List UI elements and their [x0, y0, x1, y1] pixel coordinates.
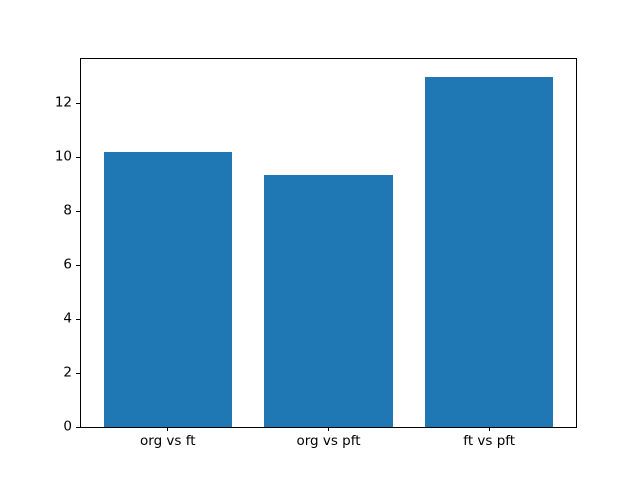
x-tick-label-org-vs-pft: org vs pft [296, 433, 361, 449]
y-tick-0 [76, 426, 80, 428]
y-tick-12 [76, 102, 80, 104]
y-tick-6 [76, 264, 80, 266]
x-tick-label-org-vs-ft: org vs ft [140, 433, 196, 449]
y-tick-10 [76, 156, 80, 158]
y-tick-2 [76, 372, 80, 374]
bar-ft-vs-pft [424, 76, 554, 427]
y-tick-label-12: 12 [54, 94, 72, 111]
x-tick-org-vs-pft [328, 427, 329, 431]
x-tick-ft-vs-pft [488, 427, 490, 431]
plot-area: org vs ft org vs pft ft vs pft 0 2 4 6 8 10 12 [55, 58, 577, 448]
x-tick-org-vs-ft [167, 427, 169, 431]
bar-org-vs-ft [103, 152, 233, 427]
y-tick-label-0: 0 [63, 418, 72, 435]
y-tick-8 [76, 210, 80, 212]
y-tick-label-6: 6 [63, 256, 72, 273]
y-tick-label-4: 4 [63, 310, 72, 327]
y-tick-label-2: 2 [63, 364, 72, 381]
y-tick-4 [76, 318, 80, 320]
bar-org-vs-pft [264, 174, 393, 427]
y-tick-label-8: 8 [63, 202, 72, 219]
y-tick-label-10: 10 [54, 148, 72, 165]
x-tick-label-ft-vs-pft: ft vs pft [463, 433, 516, 449]
